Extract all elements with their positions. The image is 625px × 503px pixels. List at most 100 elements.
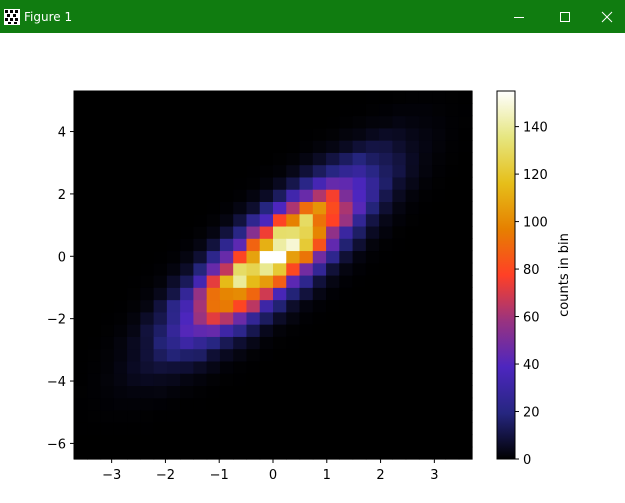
heatmap-cell — [299, 397, 314, 411]
heatmap-cell — [458, 127, 473, 141]
heatmap-cell — [87, 213, 102, 227]
heatmap-cell — [140, 250, 155, 264]
heatmap-cell — [458, 311, 473, 325]
heatmap-cell — [458, 91, 473, 104]
heatmap-cell — [299, 250, 314, 264]
heatmap-cell — [445, 434, 460, 448]
heatmap-cell — [458, 225, 473, 239]
heatmap-cell — [458, 238, 473, 252]
heatmap-cell — [458, 115, 473, 129]
heatmap-cell — [405, 238, 420, 252]
heatmap-cell — [259, 213, 274, 227]
heatmap-cell — [418, 422, 433, 436]
heatmap-cell — [392, 409, 407, 423]
heatmap-cell — [127, 115, 141, 129]
heatmap-cell — [153, 225, 168, 239]
heatmap-cell — [74, 225, 88, 239]
heatmap-cell — [246, 164, 261, 178]
heatmap-cell — [193, 299, 208, 313]
heatmap-cell — [365, 103, 380, 117]
heatmap-cell — [166, 446, 181, 460]
heatmap-cell — [87, 115, 102, 129]
heatmap-cell — [193, 324, 208, 337]
heatmap-cell — [405, 311, 420, 325]
heatmap-cell — [299, 385, 314, 399]
heatmap-cell — [74, 422, 88, 436]
heatmap-cell — [113, 127, 128, 141]
heatmap-cell — [432, 409, 447, 423]
window-titlebar: Figure 1 — [0, 0, 625, 33]
heatmap-cell — [100, 348, 115, 362]
heatmap-cell — [113, 324, 128, 337]
heatmap-cell — [312, 115, 327, 129]
heatmap-cell — [74, 373, 88, 386]
heatmap-cell — [74, 324, 88, 337]
heatmap-cell — [74, 287, 88, 301]
y-tick-label: 0 — [58, 250, 66, 265]
heatmap-cell — [153, 201, 168, 215]
heatmap-cell — [206, 201, 221, 215]
heatmap-cell — [259, 262, 274, 276]
heatmap-cell — [312, 446, 327, 460]
heatmap-cell — [405, 164, 420, 178]
heatmap-cell — [352, 299, 367, 313]
heatmap-cell — [219, 348, 234, 362]
heatmap-cell — [405, 115, 420, 129]
heatmap-cell — [365, 336, 380, 350]
heatmap-cell — [326, 238, 340, 252]
heatmap-cell — [100, 201, 115, 215]
heatmap-cell — [166, 91, 181, 104]
heatmap-cell — [127, 91, 141, 104]
heatmap-cell — [312, 201, 327, 215]
heatmap-cell — [365, 225, 380, 239]
heatmap-cell — [312, 336, 327, 350]
minimize-button[interactable] — [496, 0, 542, 33]
heatmap-cell — [445, 299, 460, 313]
heatmap-cell — [379, 311, 393, 325]
heatmap-cell — [365, 91, 380, 104]
heatmap-cell — [180, 360, 194, 374]
heatmap-cell — [312, 360, 327, 374]
heatmap-cell — [365, 446, 380, 460]
heatmap-cell — [166, 299, 181, 313]
heatmap-cell — [259, 152, 274, 166]
heatmap-cell — [113, 103, 128, 117]
heatmap-cell — [286, 176, 301, 190]
heatmap-cell — [206, 225, 221, 239]
maximize-button[interactable] — [542, 0, 588, 33]
heatmap-cell — [74, 348, 88, 362]
heatmap-cell — [219, 127, 234, 141]
heatmap-cell — [74, 275, 88, 288]
heatmap-cell — [100, 446, 115, 460]
heatmap-cell — [432, 213, 447, 227]
heatmap-cell — [259, 373, 274, 386]
heatmap-cell — [273, 324, 287, 337]
heatmap-cell — [87, 140, 102, 153]
heatmap-cell — [233, 225, 248, 239]
heatmap-cell — [432, 250, 447, 264]
heatmap-cell — [206, 434, 221, 448]
heatmap-cell — [379, 189, 393, 202]
heatmap-cell — [405, 189, 420, 202]
heatmap-cell — [432, 164, 447, 178]
heatmap-cell — [273, 275, 287, 288]
heatmap-cell — [259, 115, 274, 129]
heatmap-cell — [352, 213, 367, 227]
heatmap-cell — [286, 225, 301, 239]
heatmap-cell — [299, 324, 314, 337]
heatmap-cell — [405, 287, 420, 301]
heatmap-cell — [405, 409, 420, 423]
heatmap-cell — [365, 189, 380, 202]
heatmap-cell — [379, 275, 393, 288]
heatmap-cell — [153, 152, 168, 166]
heatmap-cell — [379, 201, 393, 215]
heatmap-cells — [74, 91, 473, 460]
close-button[interactable] — [584, 0, 625, 33]
heatmap-cell — [100, 238, 115, 252]
heatmap-cell — [339, 311, 354, 325]
heatmap-cell — [113, 360, 128, 374]
heatmap-cell — [113, 91, 128, 104]
heatmap-cell — [153, 434, 168, 448]
heatmap-cell — [273, 115, 287, 129]
